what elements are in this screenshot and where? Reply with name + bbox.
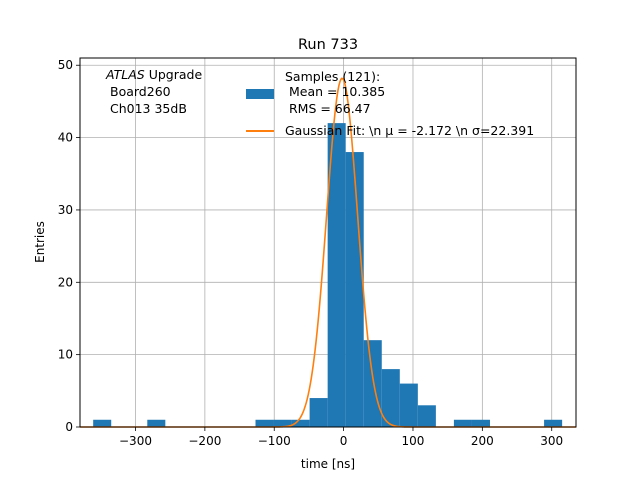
x-tick-label-2: −100 — [258, 434, 291, 448]
x-axis-label: time [ns] — [301, 457, 355, 471]
histogram-bar-21 — [471, 419, 490, 427]
annotation-line-1: ATLAS Upgrade — [105, 67, 202, 82]
legend: Samples (121): Mean = 10.385 RMS = 66.47… — [246, 69, 534, 138]
histogram-bar-25 — [544, 419, 563, 427]
y-tick-label-1: 10 — [58, 348, 73, 362]
annotation-channel: Ch013 35dB — [110, 101, 187, 116]
histogram-bar-15 — [363, 340, 382, 427]
y-tick-label-4: 40 — [58, 131, 73, 145]
legend-fit-label: Gaussian Fit: \n μ = -2.172 \n σ=22.391 — [285, 123, 534, 138]
histogram-bars — [93, 123, 563, 427]
legend-hist-line-1: Samples (121): — [285, 69, 380, 84]
histogram-bar-3 — [147, 419, 166, 427]
histogram-bar-12 — [309, 398, 328, 427]
x-tick-label-5: 200 — [471, 434, 494, 448]
legend-hist-swatch — [246, 89, 274, 99]
y-tick-label-5: 50 — [58, 58, 73, 72]
histogram-bar-11 — [291, 419, 310, 427]
y-axis-ticks: 0 10 20 30 40 50 — [58, 58, 80, 434]
y-axis-label: Entries — [33, 221, 47, 263]
histogram-bar-17 — [399, 383, 418, 427]
x-tick-label-6: 300 — [540, 434, 563, 448]
x-axis-ticks: −300 −200 −100 0 100 200 300 — [119, 427, 563, 448]
chart-title: Run 733 — [298, 37, 358, 53]
histogram-bar-10 — [273, 419, 292, 427]
y-tick-label-2: 20 — [58, 275, 73, 289]
plot-frame — [79, 57, 577, 428]
histogram-bar-16 — [381, 369, 400, 427]
histogram-bar-18 — [417, 405, 436, 427]
y-tick-label-3: 30 — [58, 203, 73, 217]
x-tick-label-0: −300 — [119, 434, 152, 448]
annotation-board: Board260 — [110, 84, 171, 99]
histogram-bar-13 — [327, 123, 346, 427]
histogram-bar-20 — [453, 419, 472, 427]
x-tick-label-1: −200 — [188, 434, 221, 448]
x-tick-label-3: 0 — [340, 434, 348, 448]
x-tick-label-4: 100 — [402, 434, 425, 448]
upgrade-label: Upgrade — [145, 67, 203, 82]
y-tick-label-0: 0 — [65, 420, 73, 434]
histogram-bar-0 — [93, 419, 112, 427]
histogram-bar-14 — [345, 152, 364, 427]
legend-hist-line-2: Mean = 10.385 — [285, 84, 385, 99]
atlas-label: ATLAS — [105, 67, 145, 82]
histogram-bar-9 — [255, 419, 274, 427]
legend-hist-line-3: RMS = 66.47 — [285, 101, 371, 116]
